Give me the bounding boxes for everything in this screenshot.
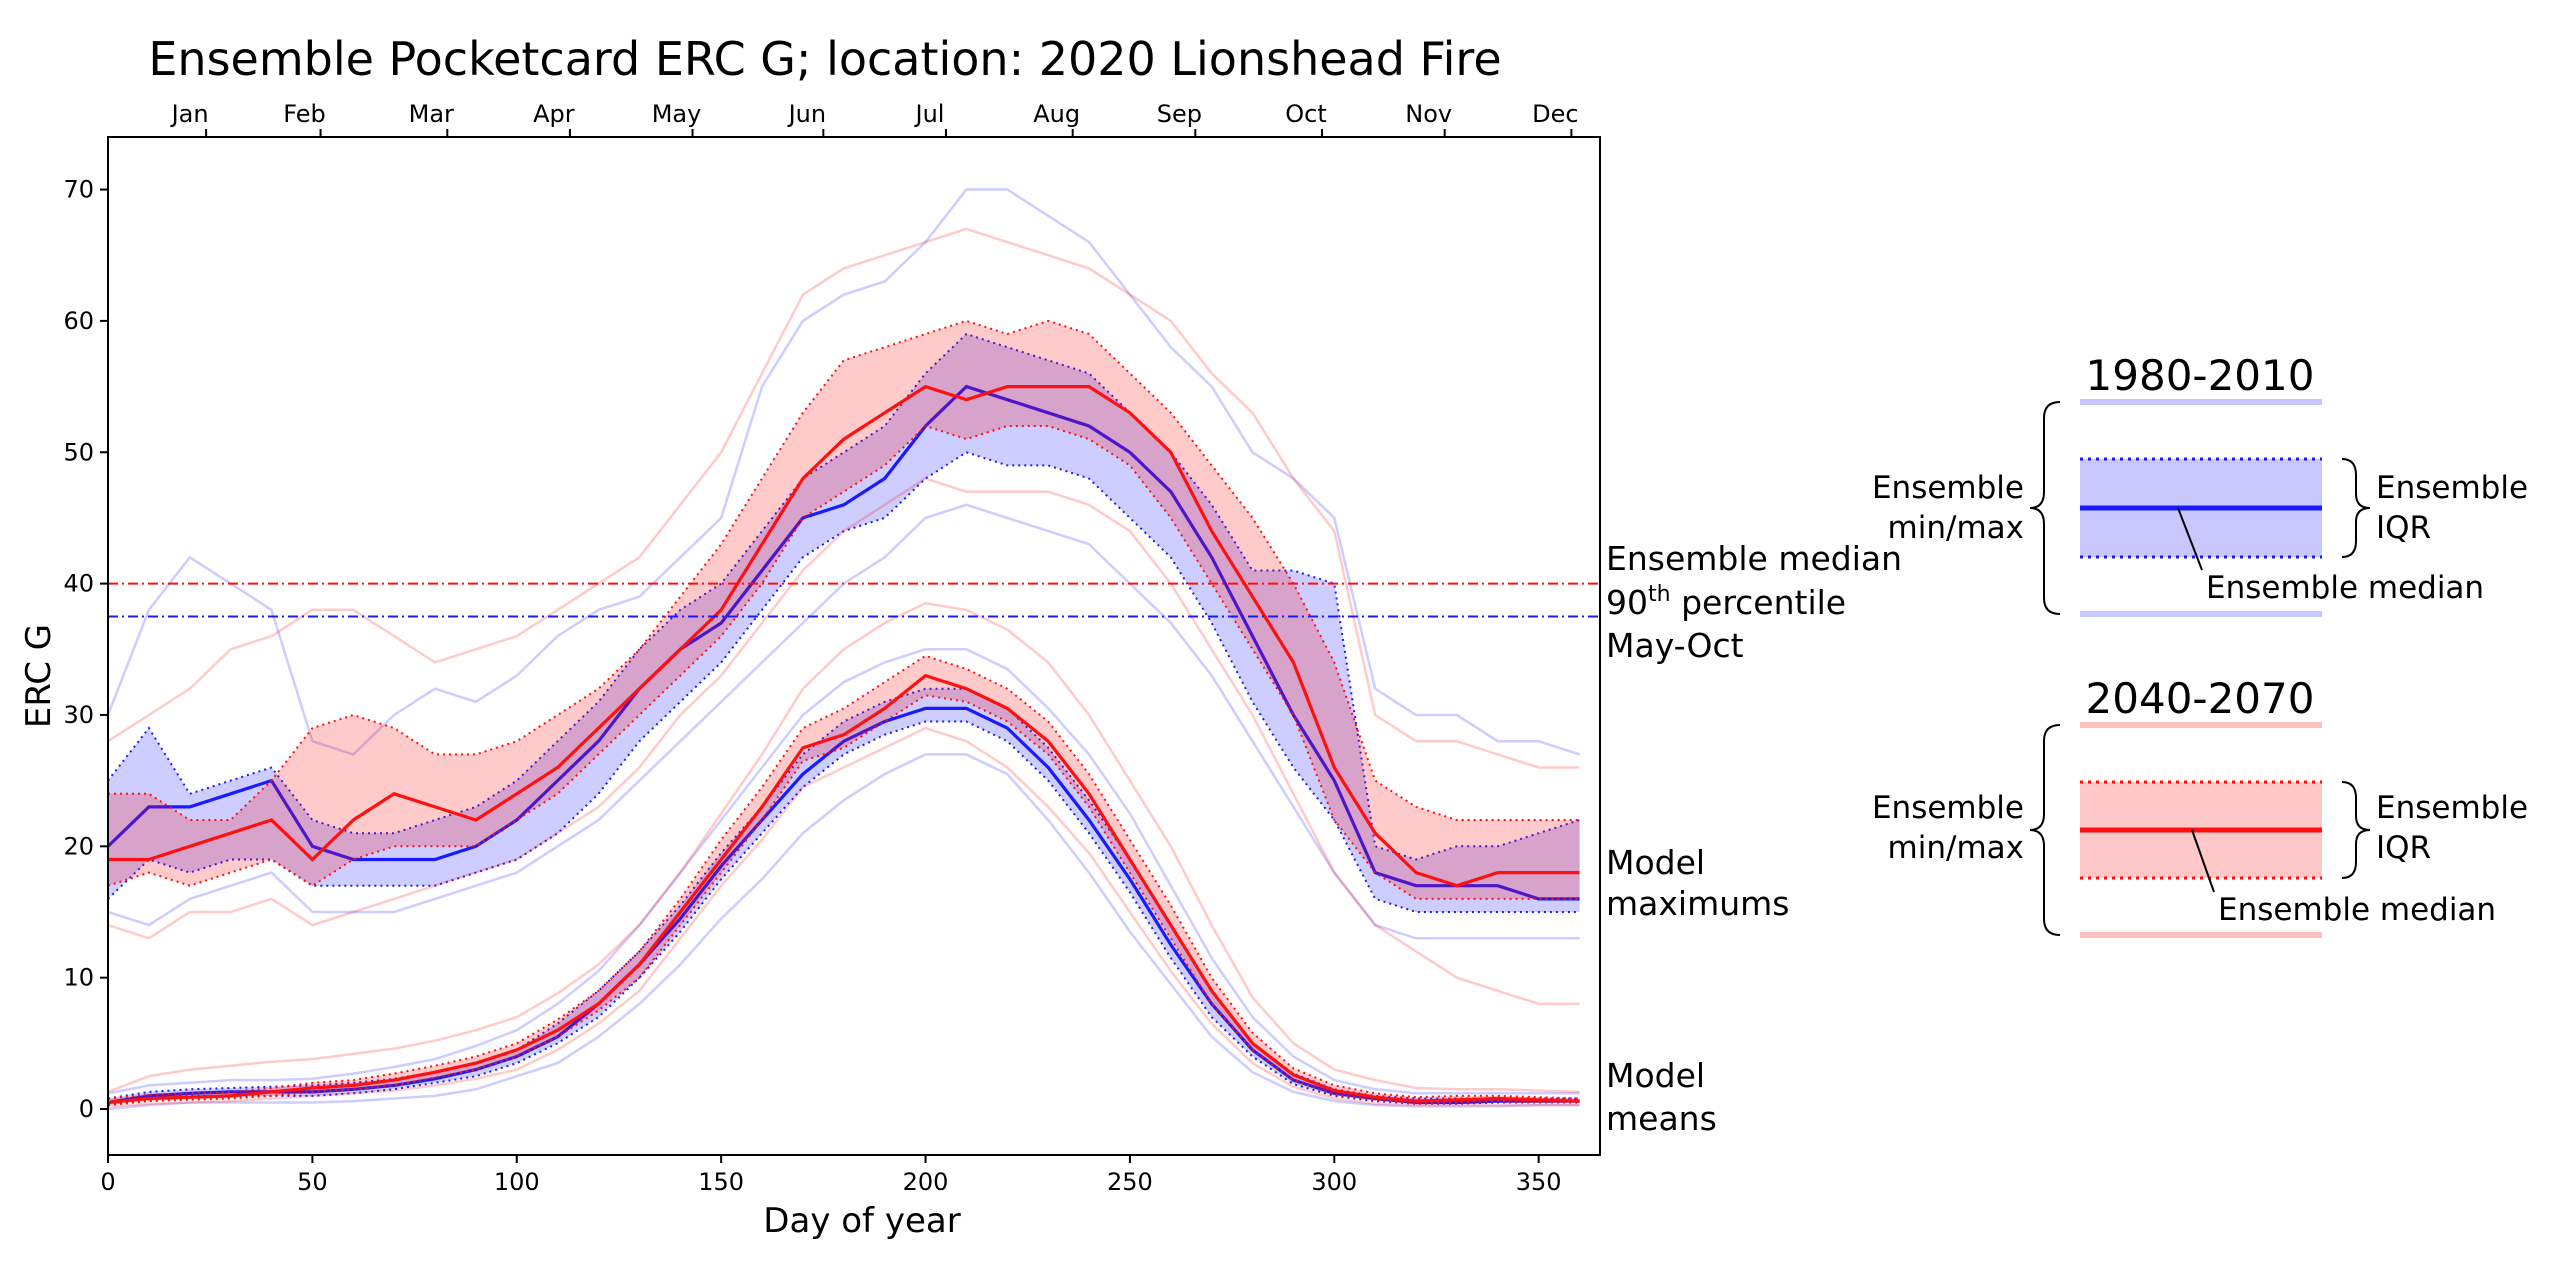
ensemble-q75-line bbox=[108, 687, 1580, 1100]
chart-title: Ensemble Pocketcard ERC G; location: 202… bbox=[148, 32, 1501, 86]
month-label: Dec bbox=[1532, 100, 1578, 128]
month-label: Nov bbox=[1405, 100, 1452, 128]
percentile-line-3: May-Oct bbox=[1606, 626, 1744, 665]
ensemble-min-line bbox=[108, 726, 1580, 1108]
ensemble-max-line bbox=[108, 227, 1580, 769]
y-axis-label: ERC G bbox=[19, 624, 59, 728]
percentile-line-2: 90th percentile bbox=[1606, 582, 1846, 622]
legend-minmax-label-2: min/max bbox=[1888, 830, 2024, 866]
legend-iqr-label-2: IQR bbox=[2376, 830, 2431, 866]
ensemble-q25-line bbox=[108, 424, 1580, 900]
maximums-line-2: maximums bbox=[1606, 884, 1789, 923]
plot-background bbox=[108, 137, 1600, 1155]
month-label: Oct bbox=[1285, 100, 1327, 128]
legend-median-label: Ensemble median bbox=[2206, 570, 2484, 606]
means-line-2: means bbox=[1606, 1099, 1717, 1138]
ensemble-min-line bbox=[108, 753, 1580, 1111]
x-tick-label: 300 bbox=[1311, 1168, 1357, 1196]
x-tick-label: 50 bbox=[297, 1168, 328, 1196]
y-tick-label: 50 bbox=[63, 438, 94, 466]
legend-median-pointer bbox=[2177, 507, 2203, 571]
series-means-1980-2010 bbox=[108, 648, 1580, 1111]
legend-future: 2040-2070 Ensemble min/max Ensemble IQR … bbox=[1872, 674, 2528, 938]
ensemble-q25-line bbox=[108, 451, 1580, 913]
x-tick-label: 200 bbox=[903, 1168, 949, 1196]
plot-area bbox=[108, 137, 1600, 1155]
legend-iqr-brace bbox=[2341, 781, 2371, 879]
legend-iqr-brace bbox=[2341, 458, 2371, 558]
percentile-annotation: Ensemble median 90th percentile May-Oct bbox=[1606, 539, 1902, 665]
maximums-annotation: Model maximums bbox=[1606, 843, 1789, 923]
x-tick-label: 100 bbox=[494, 1168, 540, 1196]
y-tick-label: 40 bbox=[63, 570, 94, 598]
series-maximums-2040-2070 bbox=[108, 227, 1580, 1006]
series-maximums-1980-2010 bbox=[108, 188, 1580, 940]
ensemble-max-line bbox=[108, 648, 1580, 1095]
ensemble-max-line bbox=[108, 188, 1580, 756]
y-tick-label: 20 bbox=[63, 832, 94, 860]
means-annotation: Model means bbox=[1606, 1056, 1717, 1138]
month-label: Jan bbox=[170, 100, 209, 128]
legend-minmax-label-1: Ensemble bbox=[1872, 470, 2024, 506]
ensemble-max-line bbox=[108, 602, 1580, 1094]
ensemble-iqr-band bbox=[108, 334, 1580, 912]
ensemble-iqr-band bbox=[108, 688, 1580, 1106]
percentile-line-1: Ensemble median bbox=[1606, 539, 1902, 578]
ensemble-q75-line bbox=[108, 319, 1580, 821]
ensemble-median-line bbox=[108, 384, 1580, 888]
series-means-2040-2070 bbox=[108, 602, 1580, 1108]
ensemble-median-line bbox=[108, 384, 1580, 901]
ensemble-min-line bbox=[108, 477, 1580, 1006]
legend-title-future: 2040-2070 bbox=[2086, 674, 2315, 723]
x-tick-label: 250 bbox=[1107, 1168, 1153, 1196]
month-label: Apr bbox=[533, 100, 575, 128]
month-label: Mar bbox=[409, 100, 454, 128]
y-tick-label: 10 bbox=[63, 964, 94, 992]
legend-median-pointer bbox=[2191, 829, 2215, 893]
means-line-1: Model bbox=[1606, 1056, 1705, 1095]
ensemble-median-line bbox=[108, 706, 1580, 1105]
month-label: Aug bbox=[1033, 100, 1080, 128]
series-layer bbox=[108, 188, 1580, 1111]
legend-historical: 1980-2010 Ensemble min/max Ensemble IQR … bbox=[1872, 351, 2528, 617]
x-tick-label: 150 bbox=[698, 1168, 744, 1196]
x-tick-label: 350 bbox=[1516, 1168, 1562, 1196]
month-label: Sep bbox=[1157, 100, 1202, 128]
y-tick-label: 0 bbox=[79, 1095, 94, 1123]
y-tick-label: 70 bbox=[63, 176, 94, 204]
legend-title-historical: 1980-2010 bbox=[2086, 351, 2315, 400]
y-tick-label: 60 bbox=[63, 307, 94, 335]
legend-iqr-label-1: Ensemble bbox=[2376, 470, 2528, 506]
legend-iqr-label-1: Ensemble bbox=[2376, 790, 2528, 826]
x-tick-label: 0 bbox=[100, 1168, 115, 1196]
ensemble-median-line bbox=[108, 673, 1580, 1105]
axes: 0 50 100 150 200 250 300 350 0 10 20 30 40 50 60 70 Jan F… bbox=[63, 100, 1601, 1196]
reference-lines bbox=[108, 582, 1600, 618]
ensemble-iqr-band bbox=[108, 320, 1580, 899]
legend-minmax-label-1: Ensemble bbox=[1872, 790, 2024, 826]
legend-minmax-brace bbox=[2029, 724, 2061, 936]
month-label: May bbox=[652, 100, 702, 128]
plot-frame bbox=[107, 136, 1601, 1156]
month-label: Jun bbox=[787, 100, 827, 128]
legend-iqr-label-2: IQR bbox=[2376, 510, 2431, 546]
legend-minmax-label-2: min/max bbox=[1888, 510, 2024, 546]
x-axis-label: Day of year bbox=[763, 1201, 960, 1241]
legend-median-label: Ensemble median bbox=[2218, 892, 2496, 928]
ensemble-q75-line bbox=[108, 654, 1580, 1100]
maximums-line-1: Model bbox=[1606, 843, 1705, 882]
month-label: Jul bbox=[913, 100, 944, 128]
legend-minmax-brace bbox=[2029, 401, 2061, 615]
month-label: Feb bbox=[283, 100, 326, 128]
y-tick-label: 30 bbox=[63, 701, 94, 729]
